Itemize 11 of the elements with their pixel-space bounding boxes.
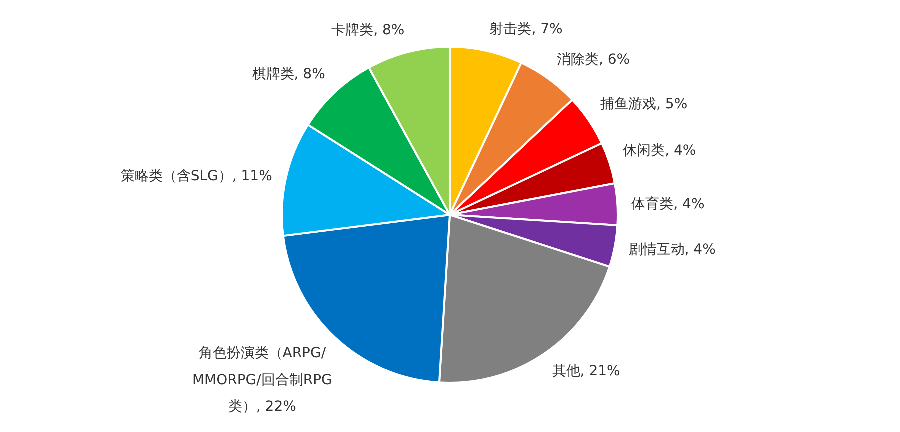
- slice-label: 剧情互动, 4%: [628, 242, 716, 258]
- slice-label: 休闲类, 4%: [623, 142, 696, 159]
- slice-label: 射击类, 7%: [490, 21, 563, 38]
- slice-label: 消除类, 6%: [556, 52, 630, 68]
- slice-label: 策略类（含SLG）, 11%: [120, 168, 272, 184]
- slice-label: 其他, 21%: [552, 364, 620, 380]
- slice-label: 棋牌类, 8%: [252, 66, 326, 82]
- slice-label: 角色扮演类（ARPG/MMORPG/回合制RPG类）, 22%: [192, 346, 332, 415]
- slice-label: 体育类, 4%: [632, 196, 705, 213]
- slice-label: 捕鱼游戏, 5%: [600, 96, 688, 113]
- slice-label: 卡牌类, 8%: [332, 22, 405, 39]
